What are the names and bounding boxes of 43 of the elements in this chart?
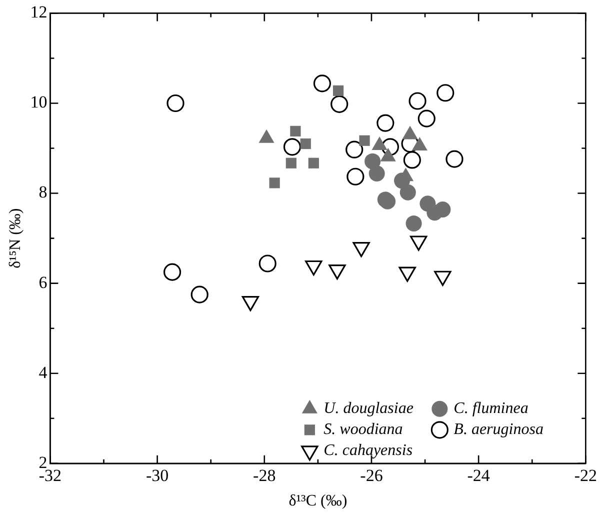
- point: [408, 92, 426, 110]
- legend-label: U. douglasiae: [324, 400, 414, 418]
- point: [269, 178, 280, 188]
- point: [434, 201, 451, 218]
- legend-label: B. aeruginosa: [454, 421, 544, 438]
- point: [403, 151, 421, 169]
- y-axis-title: δ¹⁵N (‰): [6, 208, 24, 268]
- point: [346, 168, 364, 186]
- x-axis-title: δ¹³C (‰): [288, 492, 348, 510]
- x-tick-label: -24: [467, 466, 490, 486]
- point: [406, 215, 422, 232]
- point: [368, 165, 385, 182]
- point: [330, 95, 348, 113]
- point: [359, 135, 370, 146]
- point: [286, 158, 296, 168]
- point: [418, 110, 436, 128]
- legend-label: S. woodiana: [324, 421, 403, 438]
- x-tick-label: -26: [360, 466, 383, 486]
- point: [436, 84, 454, 102]
- point: [190, 286, 208, 304]
- y-tick-label: 8: [38, 182, 48, 202]
- point: [258, 254, 276, 272]
- point: [446, 150, 464, 168]
- point: [163, 263, 182, 281]
- legend-label: C. cahayensis: [324, 442, 413, 460]
- point: [332, 85, 344, 96]
- point: [308, 158, 319, 168]
- legend-label: C. fluminea: [454, 400, 528, 418]
- y-tick-label: 6: [38, 272, 48, 292]
- y-tick-label: 4: [38, 362, 48, 382]
- point: [300, 138, 311, 150]
- x-tick-label: -22: [574, 466, 598, 486]
- point: [166, 94, 184, 112]
- point: [283, 138, 302, 156]
- point: [290, 126, 301, 136]
- y-tick-label: 12: [30, 2, 48, 22]
- point: [313, 74, 332, 92]
- point: [400, 184, 416, 200]
- y-tick-label: 10: [30, 92, 48, 112]
- x-tick-label: -30: [146, 466, 169, 486]
- x-tick-label: -28: [253, 466, 276, 486]
- point: [346, 140, 364, 158]
- point: [376, 114, 394, 132]
